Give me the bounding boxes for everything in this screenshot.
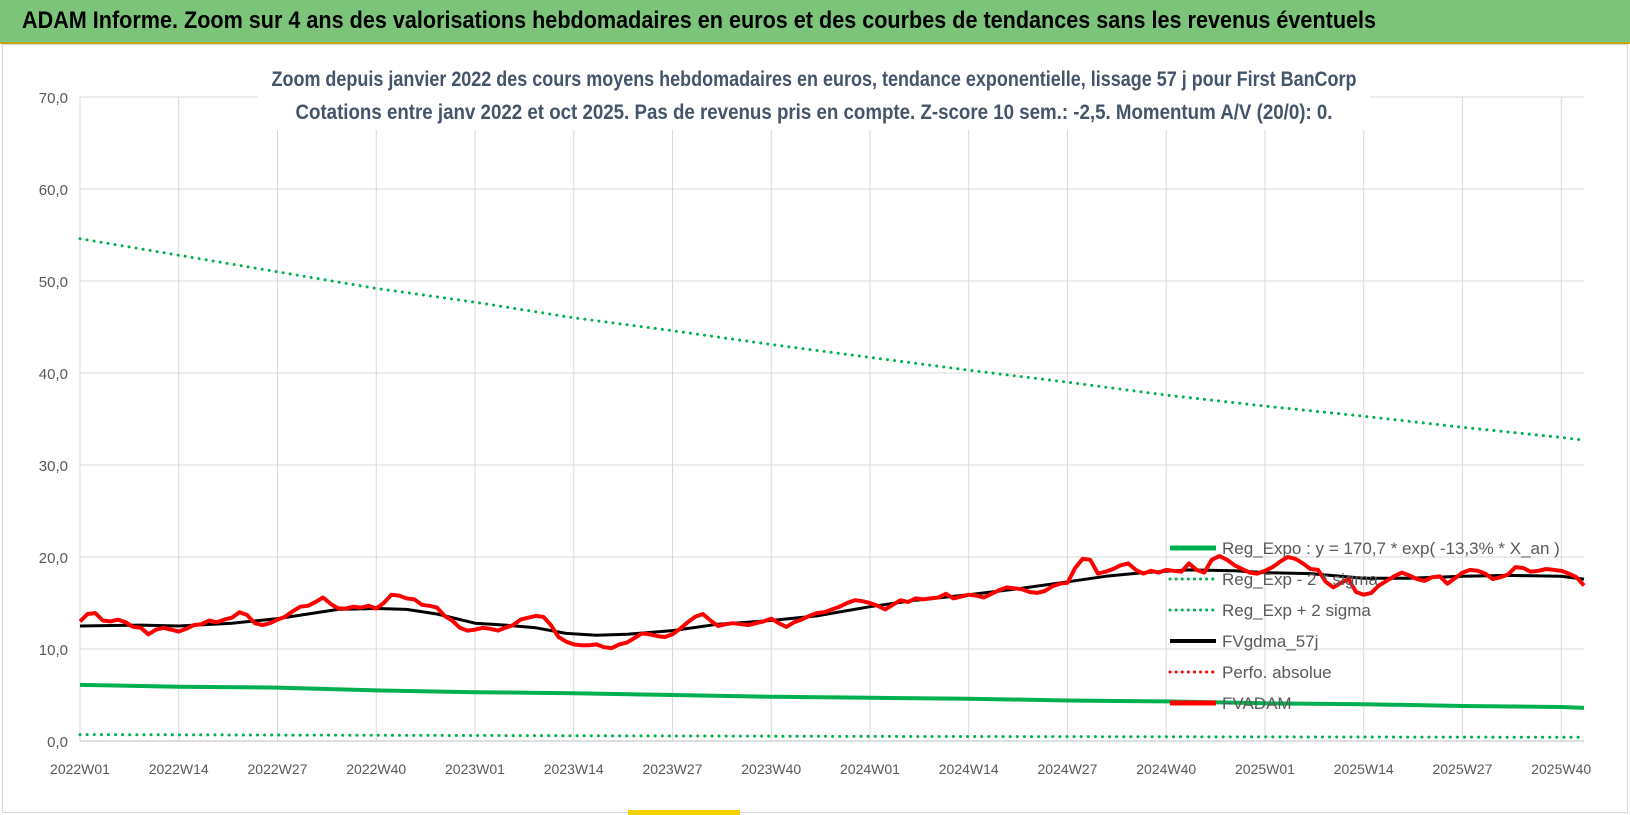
series-reg-expo-y-170-7-exp-13-3-x-: [79, 682, 1585, 710]
x-tick-label: 2024W01: [840, 761, 900, 777]
x-tick-label: 2022W40: [346, 761, 406, 777]
chart-titles: Zoom depuis janvier 2022 des cours moyen…: [258, 60, 1370, 130]
report-title: ADAM Informe. Zoom sur 4 ans des valoris…: [22, 7, 1377, 34]
series-reg-exp-2-sigma: [78, 237, 1586, 442]
x-tick-label: 2024W27: [1038, 761, 1098, 777]
chart-frame: [2, 44, 1628, 813]
x-tick-label: 2022W01: [50, 761, 110, 777]
legend-label: Reg_Exp - 2 * sigma: [1222, 570, 1378, 589]
legend: Reg_Expo : y = 170,7 * exp( -13,3% * X_a…: [1168, 539, 1560, 713]
chart-subtitle: Cotations entre janv 2022 et oct 2025. P…: [296, 101, 1333, 124]
x-tick-label: 2025W40: [1531, 761, 1591, 777]
y-tick-label: 40,0: [39, 366, 68, 383]
x-tick-label: 2023W27: [643, 761, 703, 777]
x-tick-label: 2022W27: [248, 761, 308, 777]
x-tick-label: 2023W40: [741, 761, 801, 777]
bottom-accent: [628, 810, 740, 815]
y-tick-label: 50,0: [39, 274, 68, 291]
legend-label: Reg_Expo : y = 170,7 * exp( -13,3% * X_a…: [1222, 539, 1560, 558]
x-tick-label: 2025W27: [1432, 761, 1492, 777]
chart-title: Zoom depuis janvier 2022 des cours moyen…: [272, 68, 1357, 91]
y-tick-label: 10,0: [39, 642, 68, 659]
grid: [79, 96, 1584, 742]
x-tick-label: 2024W14: [939, 761, 999, 777]
legend-label: FVgdma_57j: [1222, 632, 1318, 651]
x-tick-label: 2025W14: [1334, 761, 1394, 777]
y-axis: 0,0 10,0 20,0 30,0 40,0 50,0 60,0 70,0: [39, 90, 68, 751]
series-layer: [78, 237, 1586, 739]
legend-label: FVADAM: [1222, 694, 1292, 713]
legend-label: Perfo. absolue: [1222, 663, 1332, 682]
series-fvadam: [78, 554, 1586, 651]
y-tick-label: 30,0: [39, 458, 68, 475]
legend-label: Reg_Exp + 2 sigma: [1222, 601, 1371, 620]
y-tick-label: 0,0: [47, 734, 68, 751]
y-tick-label: 70,0: [39, 90, 68, 107]
x-tick-label: 2023W14: [544, 761, 604, 777]
report-banner: ADAM Informe. Zoom sur 4 ans des valoris…: [0, 0, 1630, 44]
y-tick-label: 60,0: [39, 182, 68, 199]
series-reg-exp-2-sigma: [78, 733, 1586, 739]
x-tick-label: 2025W01: [1235, 761, 1295, 777]
x-tick-label: 2024W40: [1136, 761, 1196, 777]
x-axis: 2022W01 2022W14 2022W27 2022W40 2023W01 2023W…: [50, 761, 1591, 777]
x-tick-label: 2022W14: [149, 761, 209, 777]
x-tick-label: 2023W01: [445, 761, 505, 777]
y-tick-label: 20,0: [39, 550, 68, 567]
